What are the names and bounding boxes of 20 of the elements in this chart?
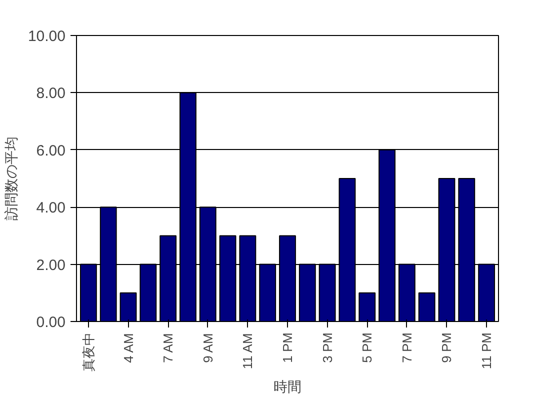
x-tick-label: 真夜中 [80,332,96,372]
y-tick-label: 2.00 [36,256,66,274]
bar [418,292,436,322]
y-tick-label: 6.00 [36,142,66,160]
y-tick-label: 0.00 [36,314,66,331]
x-tick-label: 4 AM [120,333,136,363]
x-tick-label: 11 PM [479,332,494,370]
x-axis-title: 時間 [274,380,302,396]
x-tick-label: 3 PM [320,332,335,363]
y-axis-title: 訪問数の平均 [4,136,20,220]
x-tick-label: 9 AM [200,333,216,363]
x-tick-label: 9 PM [439,332,454,363]
x-tick-label: 11 AM [240,333,256,370]
x-tick-label: 7 AM [160,333,176,363]
x-tick-label: 1 PM [280,332,295,363]
x-tick-label: 7 PM [399,332,414,363]
y-tick-label: 8.00 [36,85,66,102]
x-tick-label: 5 PM [360,332,375,363]
y-tick-label: 10.00 [28,28,66,45]
y-tick-label: 4.00 [36,200,66,217]
